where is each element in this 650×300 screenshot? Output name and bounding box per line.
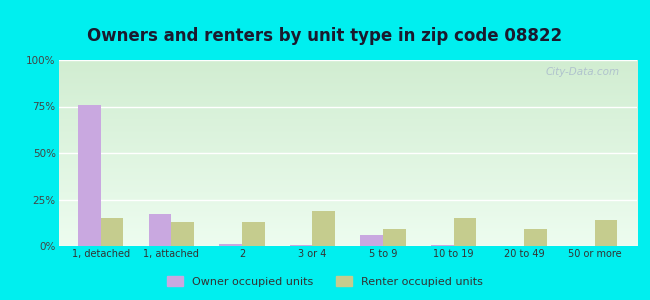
Bar bbox=[313, 211, 335, 246]
Bar bbox=[290, 245, 313, 246]
Text: City-Data.com: City-Data.com bbox=[545, 68, 619, 77]
Bar bbox=[172, 222, 194, 246]
Bar bbox=[101, 218, 124, 246]
Bar bbox=[454, 218, 476, 246]
Bar bbox=[149, 214, 172, 246]
Legend: Owner occupied units, Renter occupied units: Owner occupied units, Renter occupied un… bbox=[162, 272, 488, 291]
Bar bbox=[431, 245, 454, 246]
Text: Owners and renters by unit type in zip code 08822: Owners and renters by unit type in zip c… bbox=[88, 27, 562, 45]
Bar bbox=[78, 105, 101, 246]
Bar bbox=[524, 229, 547, 246]
Bar bbox=[219, 244, 242, 246]
Bar bbox=[361, 235, 383, 246]
Bar bbox=[595, 220, 618, 246]
Bar bbox=[383, 229, 406, 246]
Bar bbox=[242, 222, 265, 246]
